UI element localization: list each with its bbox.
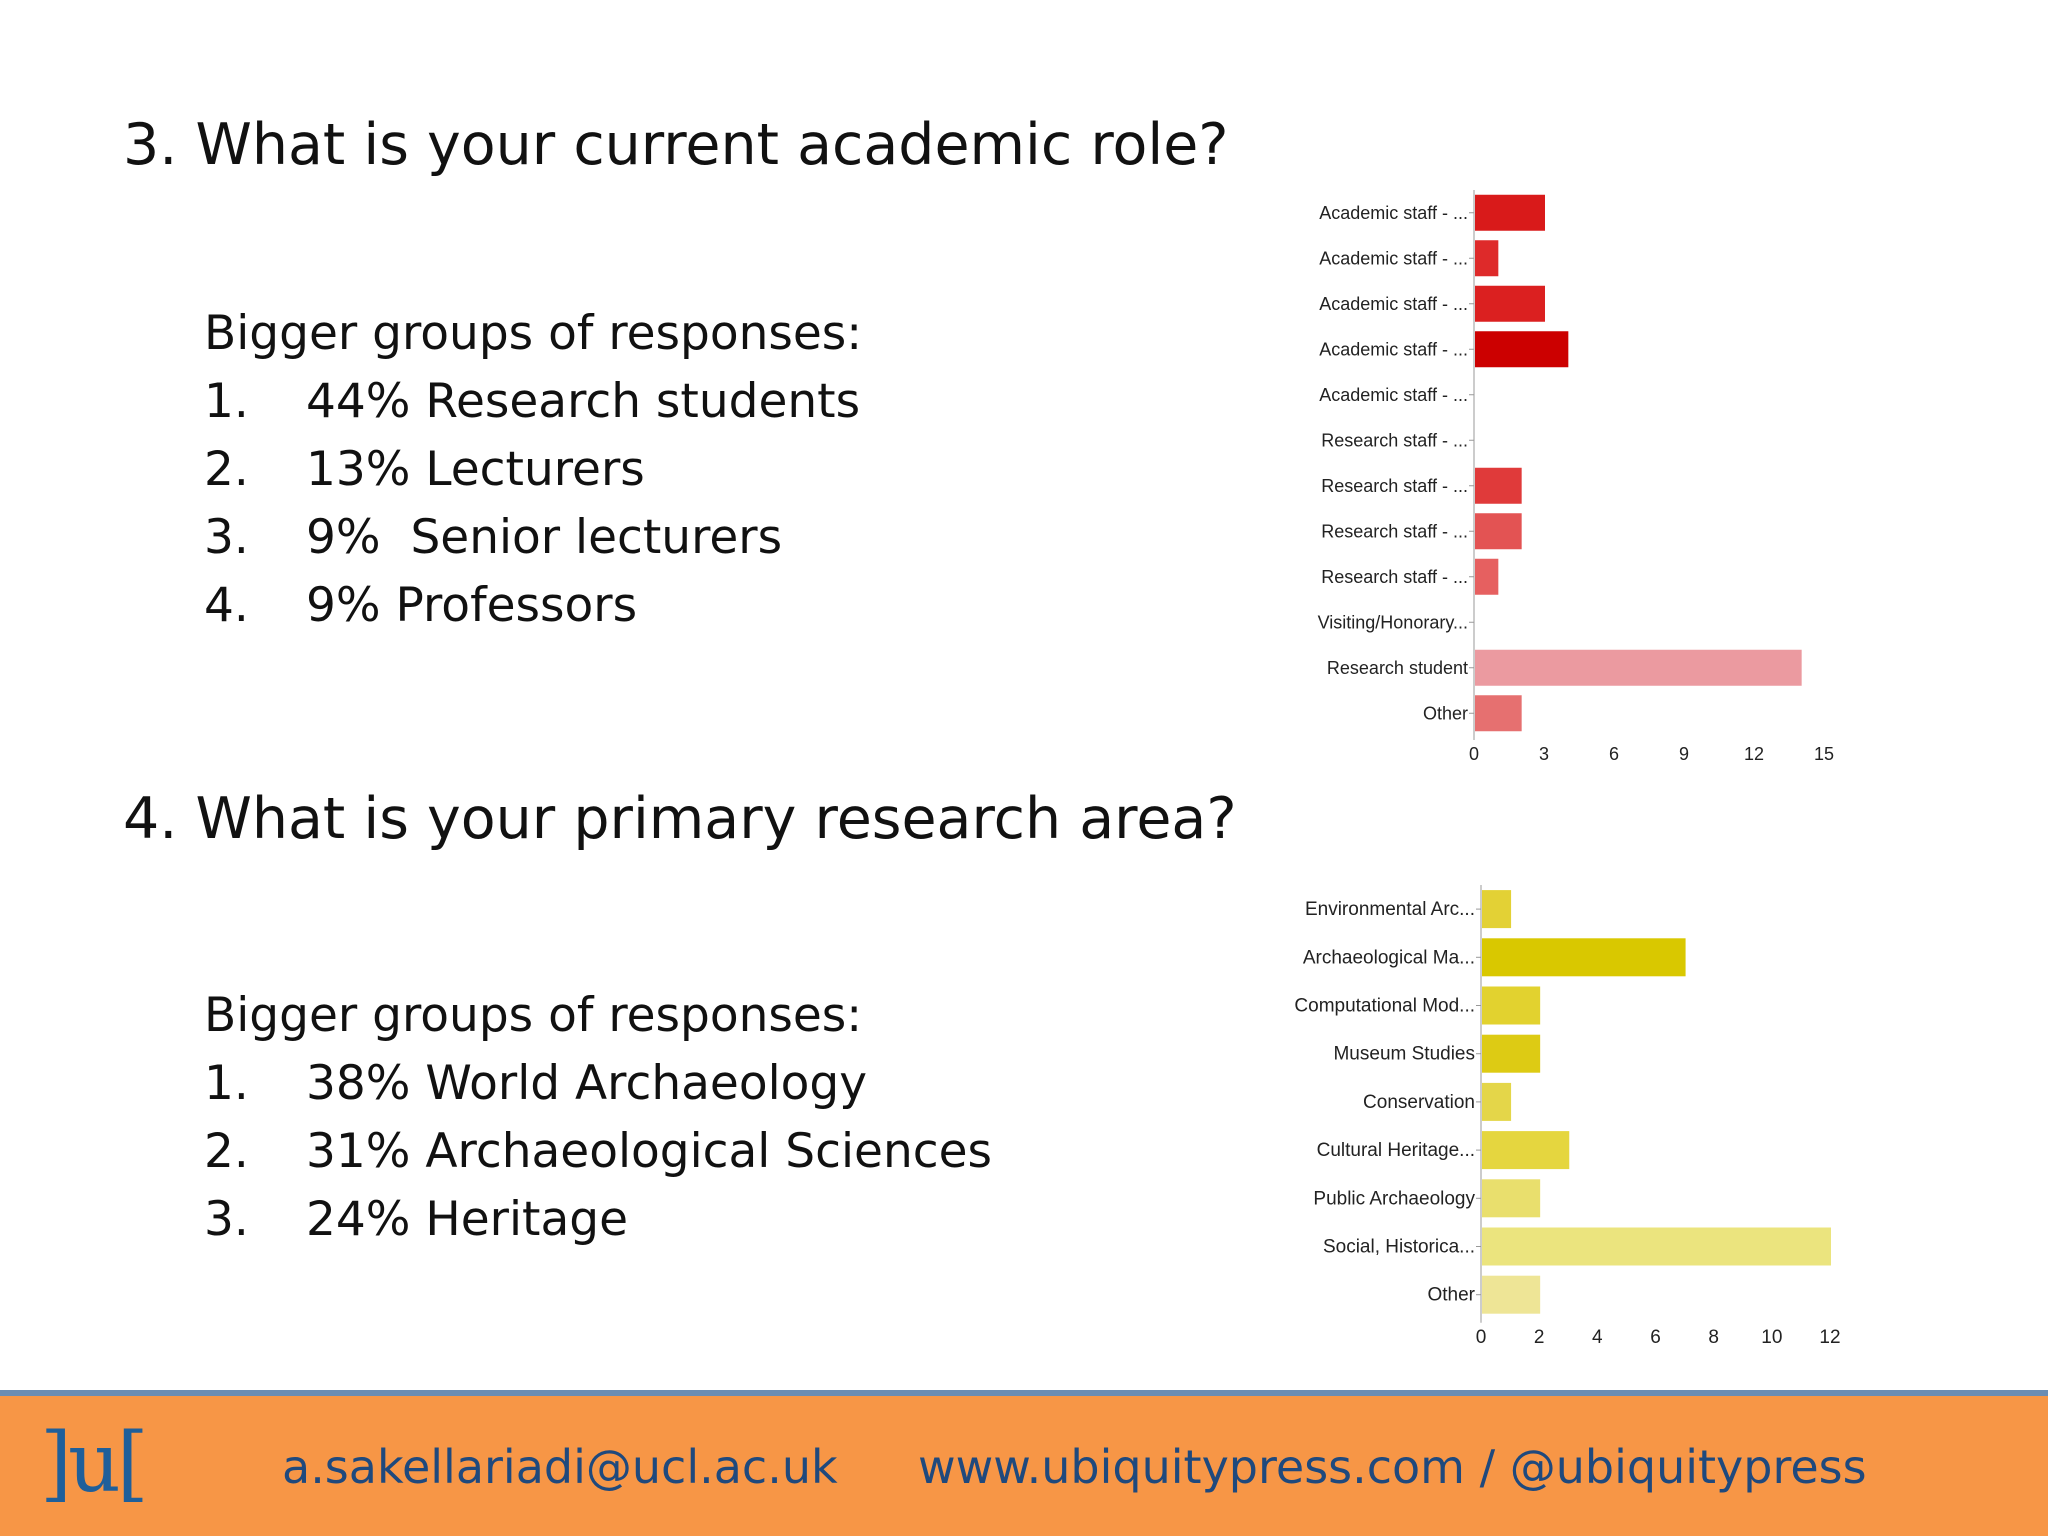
category-label: Museum Studies (1333, 1044, 1475, 1065)
category-label: Academic staff - ... (1319, 203, 1468, 223)
category-label: Academic staff - ... (1319, 294, 1468, 314)
footer: ]u[ a.sakellariadi@ucl.ac.uk www.ubiquit… (0, 1396, 2048, 1536)
value-tick-label: 0 (1476, 1327, 1487, 1348)
bar (1482, 938, 1686, 977)
q3-groups: Bigger groups of responses: 1. 44% Resear… (204, 300, 862, 640)
q4-group-text: 24% Heritage (306, 1192, 629, 1247)
bar (1482, 890, 1512, 929)
category-label: Research staff - ... (1321, 476, 1468, 496)
academic-role-chart: Academic staff - ... Academic staff - ...… (1318, 190, 1834, 764)
bar (1482, 986, 1541, 1025)
value-tick-label: 3 (1539, 744, 1549, 764)
bar (1482, 1131, 1570, 1170)
q3-groups-heading: Bigger groups of responses: (204, 306, 863, 361)
contact-email: a.sakellariadi@ucl.ac.uk (282, 1440, 838, 1494)
q3-group-num: 4. (204, 578, 249, 633)
q3-group-item: 1. 44% Research students (204, 368, 862, 436)
q3-group-text: 9% Senior lecturers (306, 510, 783, 565)
category-label: Conservation (1363, 1092, 1475, 1113)
category-label: Research staff - ... (1321, 430, 1468, 450)
bar (1475, 467, 1522, 504)
bar (1475, 513, 1522, 550)
value-tick-label: 10 (1761, 1327, 1782, 1348)
q4-group-text: 31% Archaeological Sciences (306, 1124, 992, 1179)
category-label: Academic staff - ... (1319, 248, 1468, 268)
category-label: Research staff - ... (1321, 567, 1468, 587)
bar (1475, 695, 1522, 732)
bar (1482, 1179, 1541, 1218)
category-label: Public Archaeology (1313, 1188, 1475, 1209)
value-tick-label: 0 (1469, 744, 1479, 764)
q4-group-item: 1. 38% World Archaeology (204, 1050, 992, 1118)
q4-group-item: 3. 24% Heritage (204, 1186, 992, 1254)
bar (1482, 1082, 1512, 1121)
value-tick-label: 4 (1592, 1327, 1603, 1348)
value-tick-label: 6 (1650, 1327, 1661, 1348)
value-tick-label: 12 (1819, 1327, 1840, 1348)
q3-group-num: 3. (204, 510, 249, 565)
value-tick-label: 8 (1708, 1327, 1719, 1348)
value-tick-label: 12 (1744, 744, 1764, 764)
research-area-chart: Environmental Arc... Archaeological Ma...… (1294, 885, 1841, 1348)
q4-groups-list: 1. 38% World Archaeology 2. 31% Archaeolog… (204, 1050, 992, 1254)
bar (1475, 331, 1569, 368)
category-label: Visiting/Honorary... (1318, 612, 1468, 632)
bar (1475, 240, 1499, 277)
value-tick-label: 6 (1609, 744, 1619, 764)
q3-group-num: 1. (204, 374, 249, 429)
q4-groups: Bigger groups of responses: 1. 38% World … (204, 982, 992, 1254)
footer-divider (0, 1390, 2048, 1396)
q4-group-num: 2. (204, 1124, 249, 1179)
q3-group-item: 2. 13% Lecturers (204, 436, 862, 504)
q4-groups-heading: Bigger groups of responses: (204, 988, 863, 1043)
ucl-logo: ]u[ (40, 1416, 149, 1511)
value-tick-label: 15 (1814, 744, 1834, 764)
bar (1475, 285, 1545, 322)
category-label: Environmental Arc... (1305, 899, 1475, 920)
category-label: Research staff - ... (1321, 521, 1468, 541)
value-tick-label: 2 (1534, 1327, 1545, 1348)
bar (1482, 1034, 1541, 1073)
q4-title: 4. What is your primary research area? (123, 786, 1237, 852)
category-label: Academic staff - ... (1319, 385, 1468, 405)
q4-group-item: 2. 31% Archaeological Sciences (204, 1118, 992, 1186)
q3-group-text: 13% Lecturers (306, 442, 645, 497)
q4-group-text: 38% World Archaeology (306, 1056, 868, 1111)
website-and-handle: www.ubiquitypress.com / @ubiquitypress (918, 1440, 1867, 1494)
q3-group-text: 44% Research students (306, 374, 861, 429)
category-label: Academic staff - ... (1319, 339, 1468, 359)
q3-group-item: 3. 9% Senior lecturers (204, 504, 862, 572)
q3-group-text: 9% Professors (306, 578, 638, 633)
category-label: Other (1423, 703, 1468, 723)
category-label: Other (1427, 1285, 1475, 1306)
category-label: Research student (1327, 658, 1468, 678)
q3-title: 3. What is your current academic role? (123, 112, 1229, 178)
bar (1482, 1275, 1541, 1314)
category-label: Cultural Heritage... (1317, 1140, 1475, 1161)
q4-group-num: 1. (204, 1056, 249, 1111)
bar (1475, 194, 1545, 231)
bar (1475, 649, 1802, 686)
category-label: Social, Historica... (1323, 1237, 1475, 1258)
q4-group-num: 3. (204, 1192, 249, 1247)
bar (1475, 558, 1499, 595)
category-label: Computational Mod... (1294, 996, 1475, 1017)
q3-group-num: 2. (204, 442, 249, 497)
q3-groups-list: 1. 44% Research students 2. 13% Lecturers … (204, 368, 862, 640)
q3-group-item: 4. 9% Professors (204, 572, 862, 640)
category-label: Archaeological Ma... (1303, 947, 1475, 968)
bar (1482, 1227, 1831, 1266)
value-tick-label: 9 (1679, 744, 1689, 764)
